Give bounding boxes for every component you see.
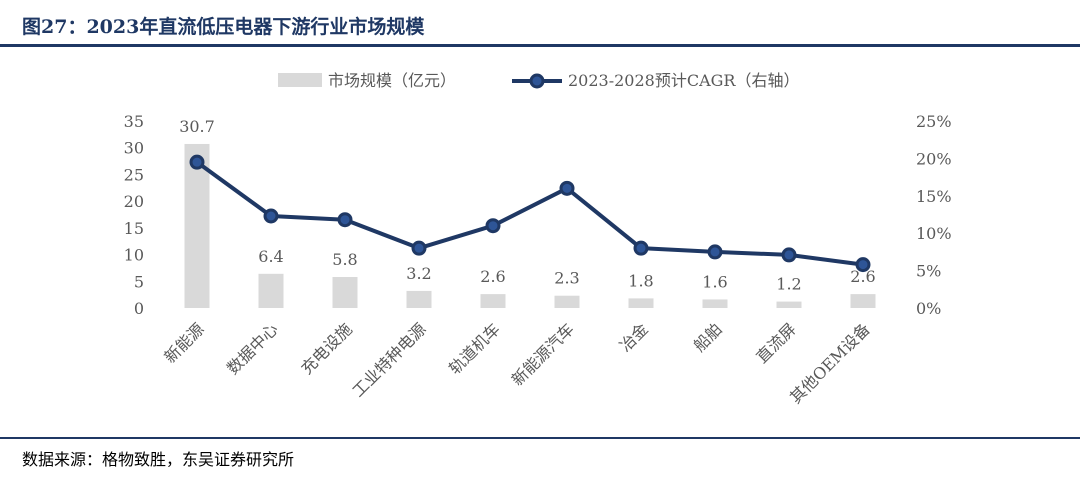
legend-bar-swatch (278, 73, 322, 87)
line-series (189, 154, 871, 273)
right-axis-tick-label: 0% (916, 299, 941, 318)
right-axis-tick-label: 25% (916, 112, 952, 131)
bar-series (184, 143, 876, 308)
legend-line-label: 2023-2028预计CAGR（右轴） (568, 71, 799, 90)
cagr-line (195, 160, 864, 267)
bar (258, 273, 284, 308)
cagr-point (855, 257, 871, 273)
bar-value-label: 6.4 (258, 247, 283, 266)
bar (776, 301, 802, 308)
category-label: 新能源 (160, 319, 207, 366)
category-label: 直流屏 (752, 319, 799, 366)
category-label: 充电设施 (297, 319, 356, 378)
bar (850, 294, 876, 308)
cagr-point (189, 154, 205, 170)
bar-value-label: 1.8 (628, 271, 653, 290)
bar-labels: 30.7 6.4 5.8 3.2 2.6 2.3 1.8 1.6 1.2 2.6 (179, 117, 876, 294)
cagr-point (781, 247, 797, 263)
bar-value-label: 3.2 (406, 264, 431, 283)
category-label: 船舶 (690, 319, 726, 355)
bar-value-label: 30.7 (179, 117, 215, 136)
category-label: 冶金 (616, 319, 652, 355)
cagr-point (559, 180, 575, 196)
category-label: 轨道机车 (445, 319, 504, 378)
bar-value-label: 2.6 (480, 267, 505, 286)
bar-value-label: 2.6 (850, 267, 875, 286)
cagr-point (411, 240, 427, 256)
category-label: 新能源汽车 (508, 319, 578, 389)
bar (628, 298, 654, 308)
left-axis: 0 5 10 15 20 25 30 35 (124, 112, 144, 318)
source-note: 数据来源：格物致胜，东吴证券研究所 (22, 450, 295, 469)
left-axis-tick-label: 0 (134, 299, 144, 318)
right-axis-tick-label: 15% (916, 187, 952, 206)
cagr-point (337, 212, 353, 228)
right-axis-tick-label: 10% (916, 224, 952, 243)
bar (480, 294, 506, 308)
left-axis-tick-label: 25 (124, 165, 144, 184)
chart-title: 图27：2023年直流低压电器下游行业市场规模 (22, 16, 425, 38)
cagr-point (633, 240, 649, 256)
cagr-point (263, 208, 279, 224)
right-axis-tick-label: 20% (916, 149, 952, 168)
left-axis-tick-label: 10 (124, 246, 144, 265)
bar (554, 295, 580, 308)
left-axis-tick-label: 20 (124, 192, 144, 211)
cagr-point (707, 244, 723, 260)
bottom-rule (0, 437, 1080, 439)
left-axis-tick-label: 15 (124, 219, 144, 238)
legend-bar-label: 市场规模（亿元） (328, 71, 456, 90)
bar-value-label: 2.3 (554, 269, 579, 288)
category-label: 工业特种电源 (349, 319, 430, 400)
left-axis-tick-label: 30 (124, 139, 144, 158)
bar-value-label: 5.8 (332, 250, 357, 269)
right-axis: 0% 5% 10% 15% 20% 25% (916, 112, 952, 318)
top-rule (0, 44, 1080, 47)
left-axis-tick-label: 35 (124, 112, 144, 131)
left-axis-tick-label: 5 (134, 272, 144, 291)
category-label: 数据中心 (223, 319, 282, 378)
bar-value-label: 1.6 (702, 272, 727, 291)
legend: 市场规模（亿元） 2023-2028预计CAGR（右轴） (278, 71, 799, 90)
bar (184, 143, 210, 308)
bar (406, 290, 432, 308)
cagr-point (485, 218, 501, 234)
legend-line-marker (529, 73, 545, 89)
right-axis-tick-label: 5% (916, 262, 941, 281)
bar (332, 277, 358, 308)
bar-value-label: 1.2 (776, 275, 801, 294)
bar (702, 299, 728, 308)
